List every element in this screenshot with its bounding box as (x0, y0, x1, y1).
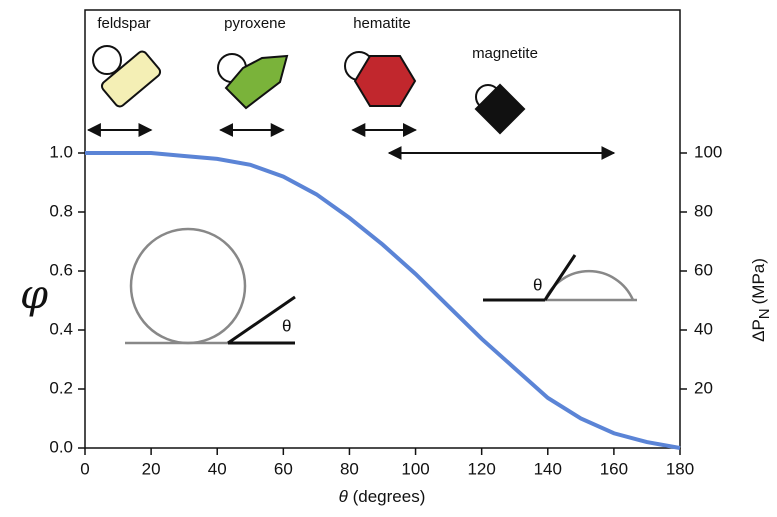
y2-tick-label: 60 (694, 260, 713, 279)
x-label-unit: (degrees) (353, 487, 426, 506)
y2-axis-label: ΔPN (MPa) (749, 258, 772, 342)
x-label-symbol: θ (339, 487, 349, 506)
y2-tick-label: 80 (694, 201, 713, 220)
y-tick-label: 0.6 (49, 260, 73, 279)
angle-label: θ (282, 316, 291, 335)
mineral-label: hematite (353, 15, 411, 32)
x-tick-label: 140 (534, 459, 562, 478)
y-tick-label: 0.2 (49, 378, 73, 397)
x-tick-label: 120 (467, 459, 495, 478)
x-tick-label: 180 (666, 459, 694, 478)
y-tick-label: 1.0 (49, 142, 73, 161)
x-tick-label: 0 (80, 459, 89, 478)
x-tick-label: 80 (340, 459, 359, 478)
y-tick-label: 0.8 (49, 201, 73, 220)
x-tick-label: 20 (142, 459, 161, 478)
mineral-label: pyroxene (224, 15, 286, 32)
particle-bubble (93, 46, 121, 74)
x-tick-label: 60 (274, 459, 293, 478)
inset-nonwetting: θ (483, 255, 637, 300)
mineral-label: magnetite (472, 45, 538, 62)
y-tick-label: 0.0 (49, 437, 73, 456)
angle-label: θ (533, 275, 542, 294)
y2-label-unit: (MPa) (749, 258, 768, 304)
y2-label-sub: N (756, 308, 773, 319)
y2-tick-label: 100 (694, 142, 722, 161)
y2-tick-label: 40 (694, 319, 713, 338)
y-tick-label: 0.4 (49, 319, 73, 338)
x-tick-label: 100 (401, 459, 429, 478)
y-axis-label: φ (20, 272, 48, 318)
chart: θ θ φ θ (degrees) ΔPN (MPa) 0 20 40 60 80 100 1… (0, 0, 777, 517)
y2-tick-label: 20 (694, 378, 713, 397)
x-tick-label: 40 (208, 459, 227, 478)
inset-wetting: θ (125, 229, 295, 343)
y2-label-main: ΔP (749, 319, 768, 342)
mineral-label: feldspar (97, 15, 150, 32)
x-axis-label: θ (degrees) (339, 487, 426, 506)
x-tick-label: 160 (600, 459, 628, 478)
